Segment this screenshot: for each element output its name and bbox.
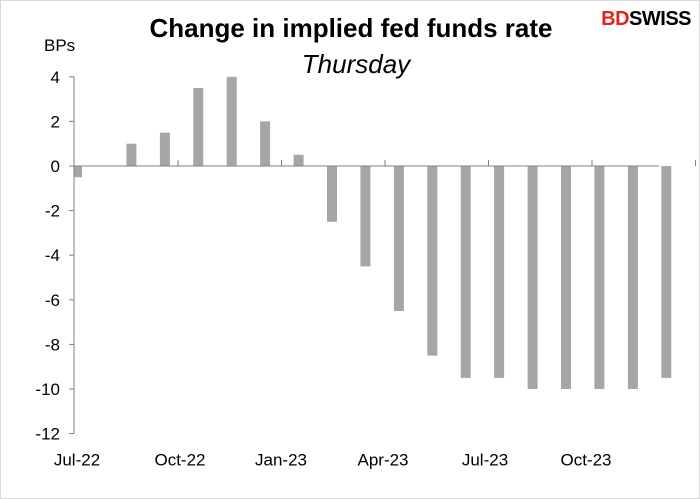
y-tick-label: 4 <box>51 68 60 87</box>
bar-Mar-23 <box>360 166 371 267</box>
bar-Feb-23 <box>327 166 337 222</box>
x-tick-label: Jul-23 <box>462 451 508 470</box>
bars-group <box>74 76 672 389</box>
bar-Apr-23 <box>393 166 404 311</box>
chart-title: Change in implied fed funds rate <box>149 13 553 43</box>
axes-group <box>69 76 696 435</box>
y-tick-label: -8 <box>45 335 60 354</box>
y-tick-label: -4 <box>45 246 60 265</box>
y-tick-label: -2 <box>45 202 60 221</box>
x-tick-label: Jan-23 <box>255 451 307 470</box>
bar-Aug-23 <box>527 166 538 389</box>
bar-Dec-22 <box>260 121 271 166</box>
x-tick-label: Jul-22 <box>54 451 100 470</box>
x-tick-label: Oct-23 <box>560 451 611 470</box>
brand-logo-part2: SWISS <box>629 8 691 30</box>
bar-Nov-22 <box>226 76 237 166</box>
bar-Nov-23 <box>627 166 638 389</box>
y-axis-label: BPs <box>44 36 75 55</box>
y-tick-label: 2 <box>51 112 60 131</box>
chart-subtitle: Thursday <box>301 49 411 79</box>
y-tick-labels-group: 4 2 0 -2 -4 -6 -8 -10 -12 <box>35 68 60 444</box>
bar-Dec-23 <box>661 166 672 378</box>
bar-Jul-22 <box>74 166 82 178</box>
bar-Jan-23 <box>293 154 304 166</box>
y-tick-label: -6 <box>45 291 60 310</box>
y-tick-label: -12 <box>35 425 60 444</box>
y-tick-label: 0 <box>51 157 60 176</box>
brand-logo-part1: BD <box>601 8 630 30</box>
bar-Sep-23 <box>561 166 571 389</box>
bar-Jun-23 <box>460 166 471 378</box>
bar-Jul-23 <box>494 166 505 378</box>
bar-Oct-22 <box>193 88 204 166</box>
bar-Sep-22 <box>159 132 170 166</box>
x-tick-labels-group: Jul-22 Oct-22 Jan-23 Apr-23 Jul-23 Oct-23 <box>54 451 612 470</box>
bar-Oct-23 <box>594 166 605 389</box>
bar-Aug-22 <box>126 143 137 166</box>
brand-logo: BDSWISS <box>601 7 691 31</box>
bar-May-23 <box>427 166 438 356</box>
y-tick-label: -10 <box>35 380 60 399</box>
x-tick-label: Apr-23 <box>357 451 408 470</box>
x-tick-label: Oct-22 <box>154 451 205 470</box>
